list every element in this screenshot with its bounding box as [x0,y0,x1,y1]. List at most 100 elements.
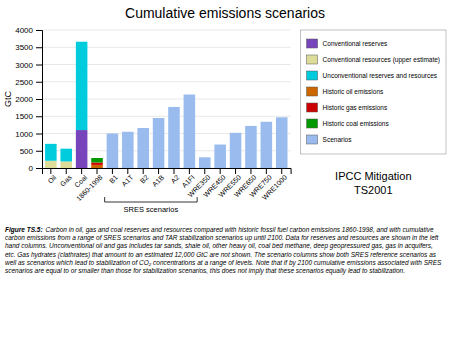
legend-swatch [307,103,318,112]
y-axis: 05001000150020002500300035004000 [15,26,42,173]
annotation: IPCC MitigationTS2001 [335,170,411,196]
bar [60,149,72,162]
title: Cumulative emissions scenarios [125,5,325,21]
bar [276,117,288,168]
legend-swatch [307,135,318,144]
bar [76,42,88,130]
legend-swatch [307,71,318,80]
bar-series [91,162,103,164]
legend-label: Historic coal emissions [323,120,390,127]
y-tick: 4000 [15,26,42,35]
bracket [105,197,198,202]
legend-label: Scenarios [323,136,353,143]
chart-container: Cumulative emissions scenarios Convention… [0,0,450,338]
x-tick-mark [127,168,128,174]
y-tick-label: 2000 [15,95,33,104]
x-tick-mark [158,168,159,174]
y-tick-mark [36,168,42,169]
y-tick-label: 2500 [15,78,33,87]
legend-label: Historic oil emissions [323,88,384,95]
x-tick: Oil [46,168,57,185]
x-tick: A1B [151,168,166,188]
bar [76,41,88,42]
legend-label: Conventional reserves [323,40,388,47]
x-tick-mark [204,168,205,174]
x-tick-mark [66,168,67,174]
legend-swatch [307,87,318,96]
y-tick-label: 500 [20,147,34,156]
x-tick-mark [143,168,144,174]
y-tick-mark [36,151,42,152]
x-axis: OilGasCoal1860-1998B1A1TB2A1BA2A1FIWRE35… [43,168,292,202]
y-tick-mark [36,82,42,83]
bar [199,157,211,168]
y-tick-mark [36,99,42,100]
bar [45,143,57,144]
x-axis-line [43,169,292,175]
bar [45,161,57,168]
bar [153,118,165,168]
chart-svg: Cumulative emissions scenarios Convention… [0,0,450,338]
x-tick-mark [50,168,51,174]
x-tick: A1T [120,168,135,188]
x-tick-label: A1T [120,173,135,188]
bar [45,143,57,144]
x-tick-label: Oil [46,173,57,184]
legend-label: Unconventional reserves and resources [323,72,438,79]
bar [184,95,196,168]
y-tick: 0 [29,164,42,173]
bar [230,133,242,168]
bar-series [76,130,88,168]
caption: well as scenarios which lead to stabiliz… [5,259,442,267]
y-tick-mark [36,47,42,48]
bar [76,41,88,42]
x-tick-mark [173,168,174,174]
x-tick: WRE1000 [261,168,289,201]
bracket-line [105,197,198,202]
legend-item: Historic oil emissions [307,87,384,96]
y-tick-label: 1000 [15,130,33,139]
bar [91,158,103,162]
legend-item: Historic coal emissions [307,119,390,128]
x-tick-label: B2 [139,174,150,185]
y-tick: 500 [20,147,42,156]
bar [137,128,149,168]
bars [45,42,287,168]
y-tick-label: 0 [29,164,34,173]
annotation-line: IPCC Mitigation [335,170,411,182]
bar [168,107,180,168]
bar [245,126,257,168]
y-tick: 3000 [15,61,42,70]
bar [76,41,88,42]
y-tick: 2000 [15,95,42,104]
x-tick: Gas [59,168,73,188]
y-tick: 2500 [15,78,42,87]
x-tick-label: Gas [59,173,73,187]
bar-series [45,42,87,162]
caption: hand columns. Unconventional oil and gas… [5,242,433,250]
bar-series [91,158,103,162]
caption-label: Figure TS.5: [5,226,43,234]
y-tick-label: 4000 [15,26,33,35]
bar [60,148,72,149]
legend-label: Historic gas emissions [323,104,388,112]
x-tick-label: A2 [170,174,181,185]
x-tick-label: WRE1000 [261,174,289,202]
caption: carbon emissions from a range of SRES sc… [5,234,440,242]
legend-label: Conventional resources (upper estimate) [323,56,440,64]
bar [261,122,273,168]
y-tick-mark [36,134,42,135]
caption: etc. Gas hydrates (clathrates) that amou… [5,251,437,259]
bar [214,145,226,168]
bar [76,130,88,168]
x-tick-mark [235,168,236,174]
legend-swatch [307,39,318,48]
annotation: SRES scenarios [124,205,179,214]
bar [91,165,103,168]
y-tick-mark [36,30,42,31]
bar [60,148,72,149]
legend-item: Historic gas emissions [307,103,388,112]
legend-item: Conventional reserves [307,39,388,48]
bar [45,144,57,161]
bar [76,41,88,42]
